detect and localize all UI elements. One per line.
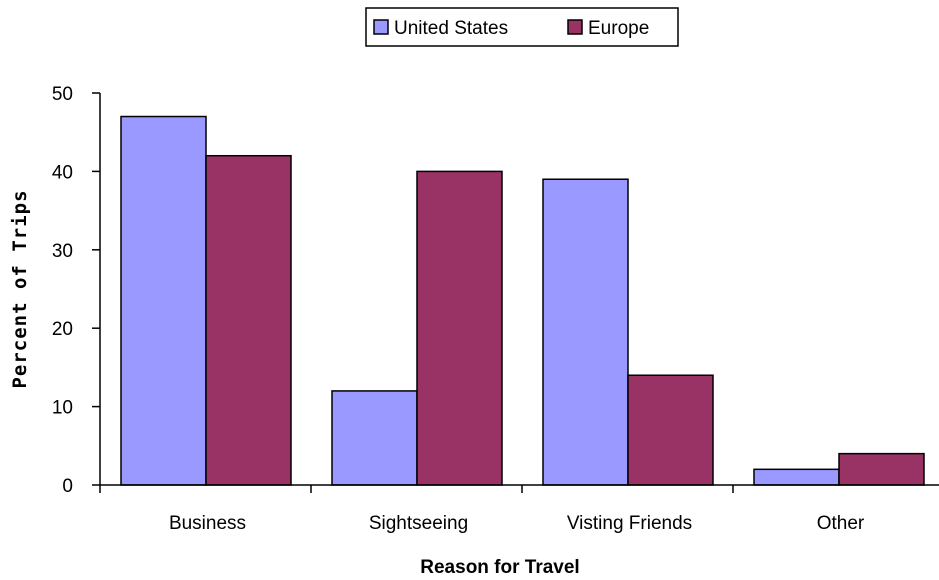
x-tick-label-visting-friends: Visting Friends	[567, 513, 692, 534]
y-tick-label-40: 40	[52, 162, 73, 183]
bar-united-states-business	[120, 115, 207, 486]
y-tick-label-0: 0	[62, 476, 73, 497]
legend: United States Europe	[365, 7, 679, 47]
x-tick-label-business: Business	[169, 513, 246, 534]
legend-swatch-europe	[567, 19, 583, 35]
bar-europe-business	[205, 154, 292, 486]
y-tick-label-20: 20	[52, 319, 73, 340]
x-tick-label-sightseeing: Sightseeing	[369, 513, 468, 534]
y-axis-title: Percent of Trips	[9, 189, 31, 388]
axes: 0 10 20 30 40 50 Business Sightseeing Visting Fr…	[52, 84, 939, 534]
legend-label-united-states: United States	[394, 18, 508, 39]
y-tick-label-30: 30	[52, 241, 73, 262]
bar-united-states-sightseeing	[331, 390, 418, 486]
bar-united-states-other	[753, 468, 840, 486]
bar-united-states-visting-friends	[542, 178, 629, 486]
bar-europe-visting-friends	[627, 374, 714, 486]
legend-label-europe: Europe	[588, 18, 649, 39]
bar-europe-other	[838, 452, 925, 486]
plot-area	[120, 115, 925, 486]
y-tick-label-50: 50	[52, 84, 73, 105]
legend-swatch-united-states	[373, 19, 389, 35]
legend-box	[365, 7, 679, 47]
bar-europe-sightseeing	[416, 170, 503, 486]
x-tick-label-other: Other	[817, 513, 865, 534]
y-tick-label-10: 10	[52, 398, 73, 419]
x-axis-title: Reason for Travel	[420, 557, 579, 578]
